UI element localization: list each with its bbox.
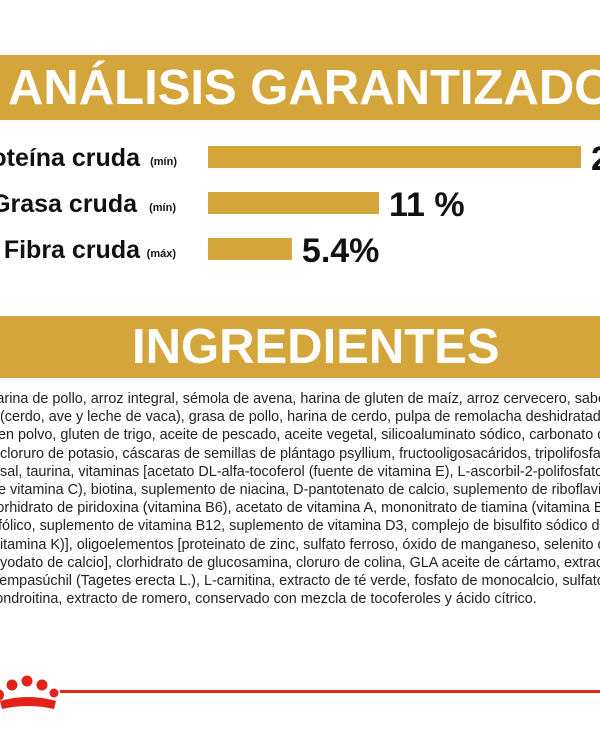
bar-category-label: Grasa cruda (0, 190, 138, 218)
ingredients-line: sal, taurina, vitaminas [acetato DL-alfa… (0, 463, 600, 480)
bar (208, 238, 292, 260)
bar-category-label: Fibra cruda (4, 236, 141, 264)
ingredients-line: cempasúchil (Tagetes erecta L.), L-carni… (0, 573, 600, 589)
ingredients-text: Harina de pollo, arroz integral, sémola … (0, 390, 600, 630)
bar (208, 192, 379, 214)
ingredients-title: INGREDIENTES (132, 320, 500, 374)
ingredients-line: fólico, suplemento de vitamina B12, supl… (0, 518, 600, 535)
bar-value-label: 24 % (591, 140, 600, 178)
bar (208, 146, 581, 168)
bar-value-label: 5.4% (302, 232, 380, 270)
brand-red-line (60, 690, 600, 693)
ingredients-banner: INGREDIENTES (0, 316, 600, 378)
bar-qualifier-label: (mín) (149, 202, 176, 214)
bar-value-label: 11 % (389, 186, 465, 224)
ingredients-line: cloruro de potasio, cáscaras de semillas… (0, 445, 600, 462)
ingredients-line: de vitamina C), biotina, suplemento de n… (0, 482, 600, 498)
ingredients-line: yodato de calcio], clorhidrato de glucos… (0, 554, 600, 571)
analysis-chart: Proteína cruda (mín) 24 % Grasa cruda (mín) 1… (0, 128, 600, 278)
bar-qualifier-label: (mín) (150, 156, 177, 168)
analysis-title: ANÁLISIS GARANTIZADO (8, 61, 600, 115)
ingredients-line: (vitamina K)], oligoelementos [proteinat… (0, 536, 600, 553)
ingredients-line: condroitina, extracto de romero, conserv… (0, 591, 537, 608)
ingredients-line: clorhidrato de piridoxina (vitamina B6),… (0, 500, 600, 517)
bar-category-label: Proteína cruda (0, 144, 141, 172)
footer (0, 660, 600, 720)
royal-canin-crown-icon (0, 665, 70, 715)
ingredients-line: (cerdo, ave y leche de vaca), grasa de p… (0, 409, 600, 426)
analysis-banner: ANÁLISIS GARANTIZADO (0, 55, 600, 120)
ingredients-line: Harina de pollo, arroz integral, sémola … (0, 391, 600, 407)
bar-qualifier-label: (máx) (147, 248, 177, 260)
ingredients-line: en polvo, gluten de trigo, aceite de pes… (0, 427, 600, 444)
